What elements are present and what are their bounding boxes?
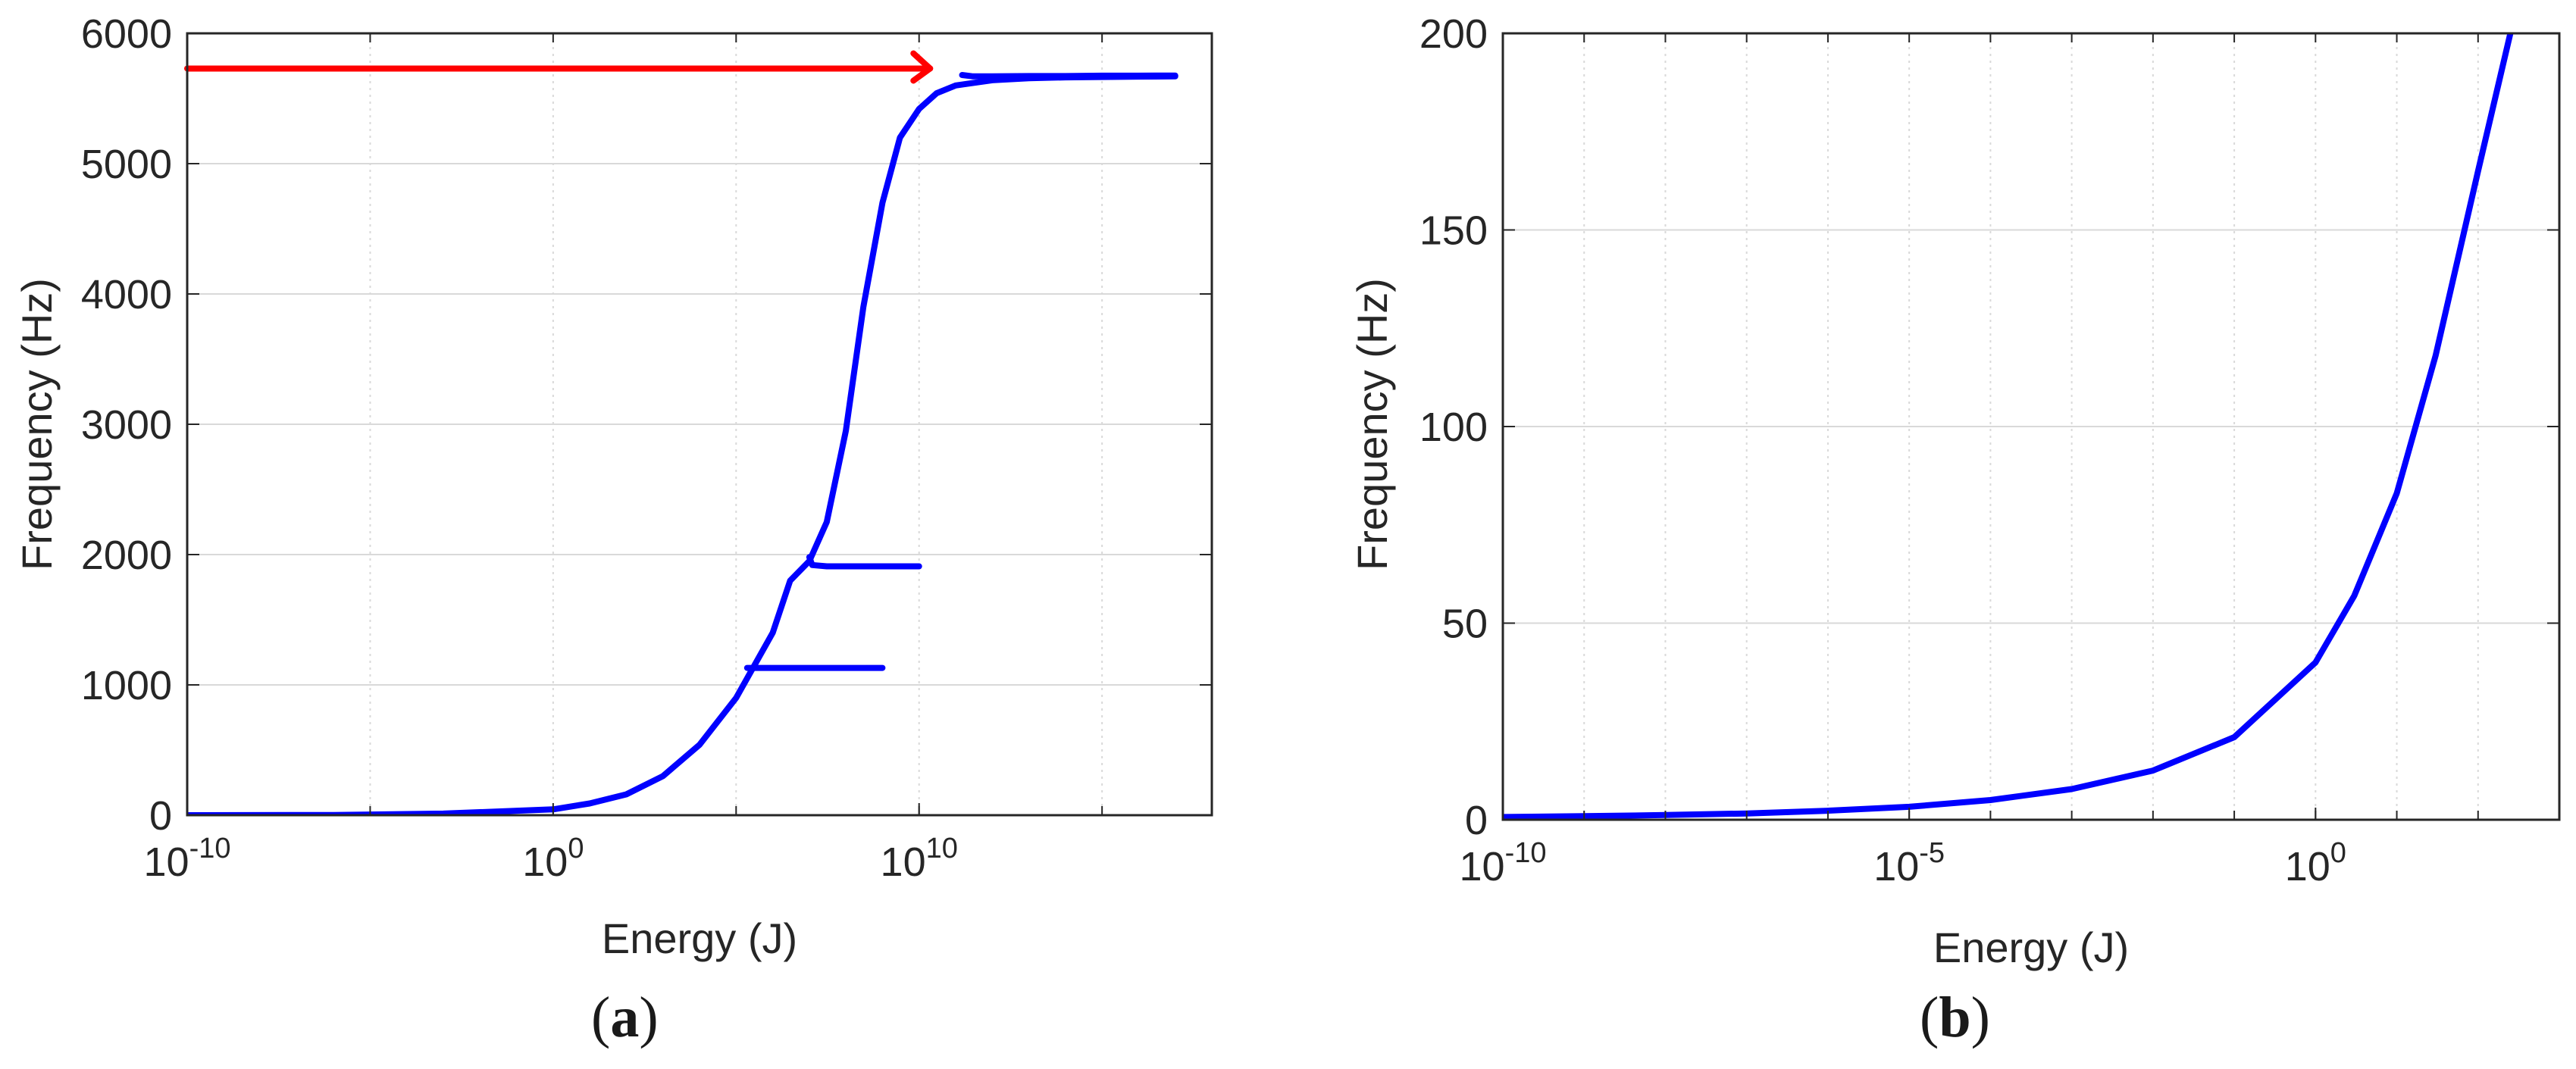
y-tick-label: 200 bbox=[1419, 11, 1488, 57]
annotation-arrow-head bbox=[910, 50, 934, 84]
x-tick-label: 100 bbox=[522, 833, 584, 885]
y-tick-label: 1000 bbox=[81, 663, 172, 708]
caption-a: (a) bbox=[591, 986, 659, 1049]
x-axis-label-a: Energy (J) bbox=[602, 914, 797, 962]
y-tick-label: 3000 bbox=[81, 402, 172, 448]
x-tick-label: 1010 bbox=[881, 833, 958, 885]
grid-a bbox=[187, 33, 1212, 815]
y-tick-label: 0 bbox=[1465, 798, 1488, 843]
curves-b bbox=[1503, 33, 2514, 820]
y-tick-label: 150 bbox=[1419, 208, 1488, 254]
y-tick-label: 50 bbox=[1442, 602, 1488, 647]
y-tick-label: 0 bbox=[149, 793, 172, 839]
x-tick-label: 100 bbox=[2285, 837, 2346, 889]
caption-b-letter: b bbox=[1939, 986, 1971, 1049]
x-tick-label: 10-10 bbox=[1460, 837, 1547, 889]
series-curve-0 bbox=[1503, 33, 2514, 820]
x-axis-label-b: Energy (J) bbox=[1933, 924, 2129, 971]
chart-panel-b: 0 50 100 150 200 10-10 10-5 100 Energy (J) Freq… bbox=[1348, 11, 2561, 971]
x-tick-label: 10-10 bbox=[144, 833, 231, 885]
y-axis-label-b: Frequency (Hz) bbox=[1348, 278, 1396, 570]
series-tongue-3 bbox=[959, 72, 1178, 80]
series-backbone-0 bbox=[187, 73, 1178, 815]
curves-a bbox=[187, 72, 1178, 815]
grid-b bbox=[1503, 33, 2559, 820]
y-tick-label: 100 bbox=[1419, 405, 1488, 450]
y-tick-label: 2000 bbox=[81, 533, 172, 578]
annotations-a bbox=[184, 50, 934, 84]
x-tick-label: 10-5 bbox=[1873, 837, 1945, 889]
ticks-b: 0 50 100 150 200 10-10 10-5 100 bbox=[1419, 11, 2559, 889]
y-tick-label: 4000 bbox=[81, 272, 172, 317]
caption-b: (b) bbox=[1920, 986, 1990, 1049]
y-tick-label: 5000 bbox=[81, 142, 172, 187]
chart-panel-a: 0 1000 2000 3000 4000 5000 6000 10-10 100 1010 En… bbox=[13, 11, 1213, 962]
ticks-a: 0 1000 2000 3000 4000 5000 6000 10-10 100 1010 bbox=[81, 11, 1212, 885]
y-axis-label-a: Frequency (Hz) bbox=[13, 278, 61, 570]
series-tongue-2 bbox=[806, 554, 922, 570]
y-tick-label: 6000 bbox=[81, 11, 172, 57]
caption-a-letter: a bbox=[610, 986, 640, 1049]
